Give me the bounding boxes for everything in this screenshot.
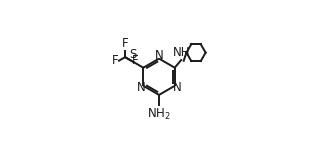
- Text: F: F: [132, 54, 138, 67]
- Text: NH$_2$: NH$_2$: [147, 107, 171, 122]
- Text: N: N: [137, 81, 145, 94]
- Text: N: N: [173, 81, 181, 94]
- Text: S: S: [130, 48, 137, 61]
- Text: F: F: [122, 37, 128, 50]
- Text: F: F: [112, 54, 118, 67]
- Text: NH: NH: [172, 47, 190, 59]
- Text: N: N: [155, 49, 163, 62]
